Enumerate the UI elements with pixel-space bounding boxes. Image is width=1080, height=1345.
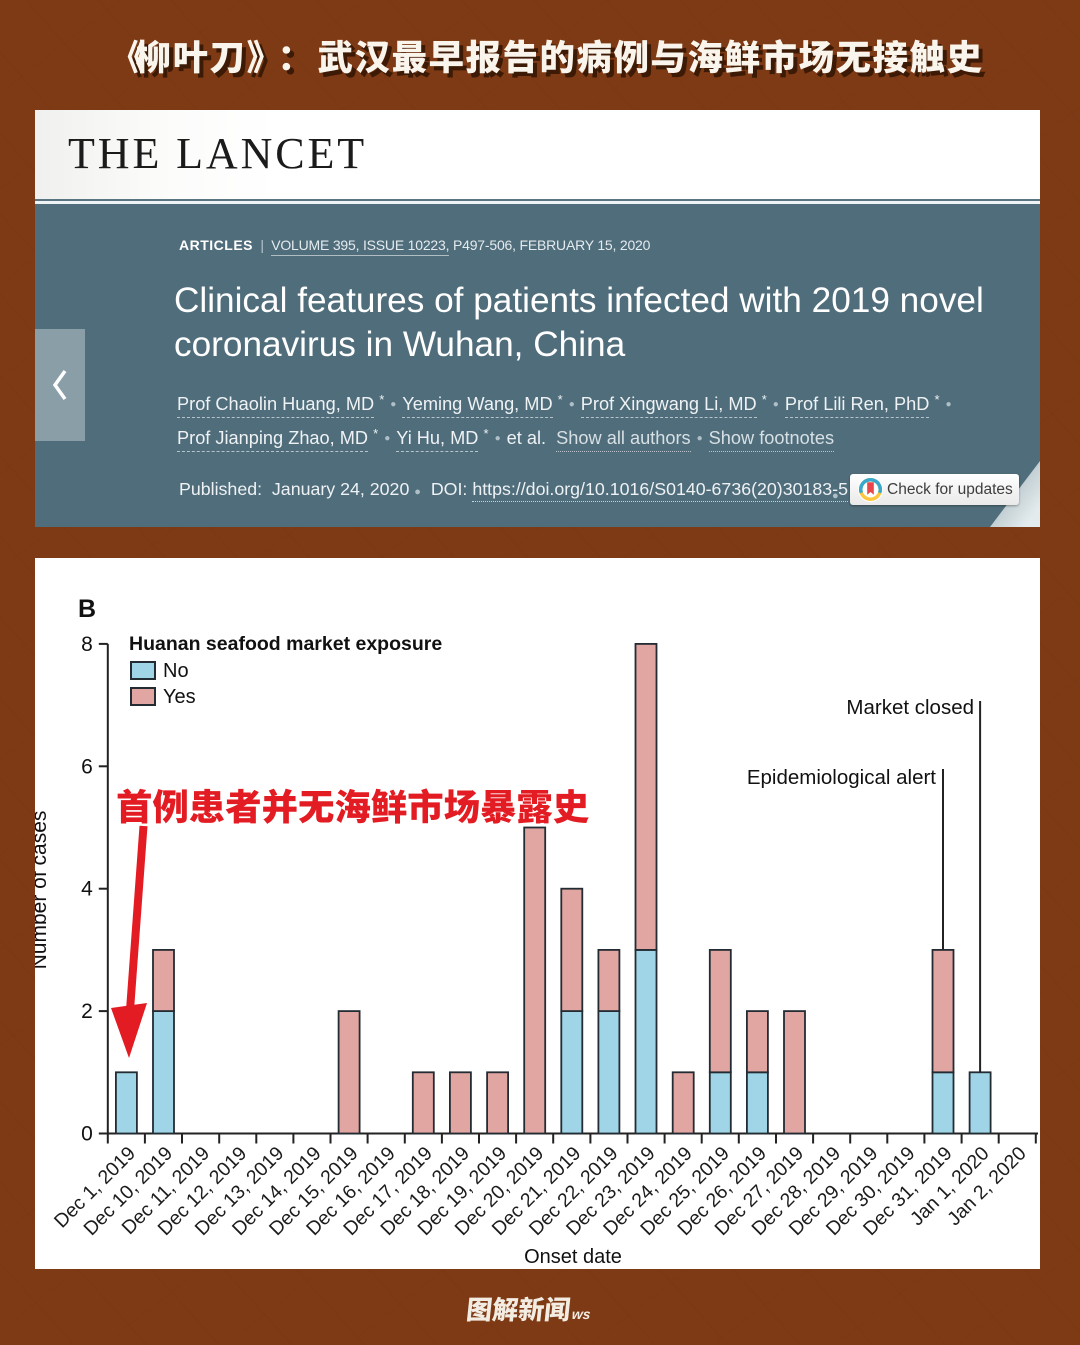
svg-text:B: B xyxy=(78,595,96,623)
svg-text:Onset date: Onset date xyxy=(524,1246,622,1268)
svg-text:6: 6 xyxy=(81,755,93,778)
svg-text:0: 0 xyxy=(81,1123,93,1146)
svg-text:Yes: Yes xyxy=(163,686,196,708)
svg-text:No: No xyxy=(163,660,189,682)
svg-text:4: 4 xyxy=(81,878,93,901)
svg-text:ws: ws xyxy=(571,1306,592,1322)
svg-text:Market closed: Market closed xyxy=(846,696,974,719)
svg-text:2: 2 xyxy=(81,1000,93,1023)
svg-text:Number of cases: Number of cases xyxy=(35,811,51,970)
svg-text:8: 8 xyxy=(81,633,93,656)
svg-text:Epidemiological alert: Epidemiological alert xyxy=(747,766,936,789)
svg-text:Huanan seafood market exposure: Huanan seafood market exposure xyxy=(129,633,442,655)
